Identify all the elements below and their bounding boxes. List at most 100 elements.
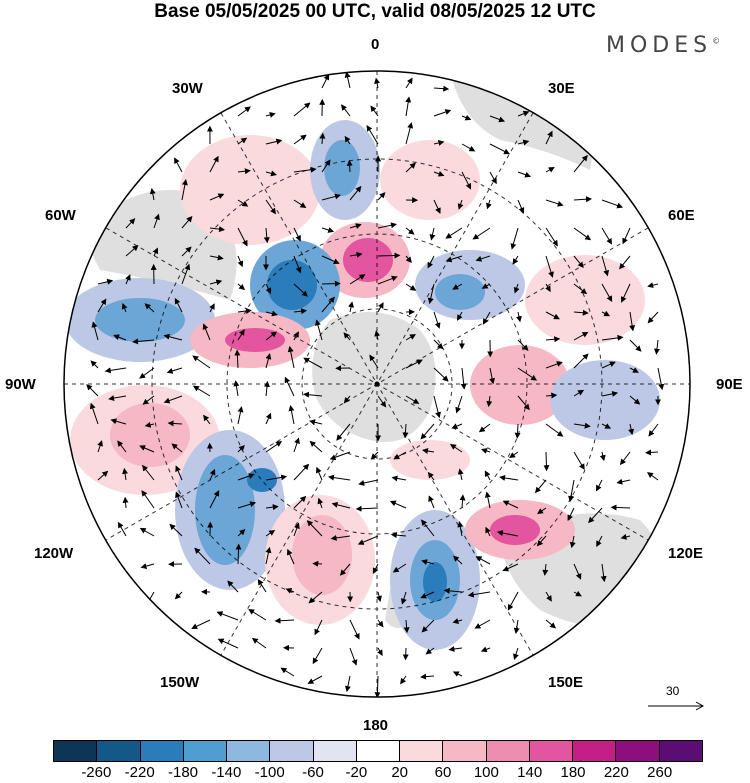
wind-arrow (405, 395, 420, 404)
lon-label-150w: 150W (160, 674, 200, 691)
wind-arrow (653, 339, 660, 355)
wind-arrow (346, 159, 353, 173)
wind-arrow (309, 440, 323, 453)
wind-arrow (405, 255, 412, 263)
wind-arrow (405, 227, 415, 235)
positive-anomaly (490, 515, 540, 545)
wind-arrow (512, 255, 519, 265)
wind-arrow (293, 227, 301, 242)
wind-arrow (391, 475, 407, 482)
wind-arrow (452, 671, 463, 677)
wind-arrow (377, 619, 384, 628)
wind-arrow (237, 501, 257, 509)
wind-arrow (192, 355, 211, 369)
wind-arrow (485, 526, 491, 537)
wind-arrow (321, 296, 335, 313)
wind-arrow (336, 423, 351, 441)
wind-arrow (321, 193, 341, 201)
modes-logo: MODES© (606, 33, 721, 58)
wind-arrow (420, 591, 435, 599)
wind-arrow (217, 638, 239, 649)
wind-arrow (265, 474, 288, 481)
colorbar-cell (97, 741, 141, 761)
wind-arrow (451, 423, 463, 429)
wind-arrow (425, 647, 435, 655)
wind-arrow (433, 199, 441, 214)
wind-arrow (265, 310, 278, 317)
wind-arrow (237, 283, 246, 291)
positive-anomaly (390, 440, 470, 480)
wind-arrow (481, 448, 491, 454)
wind-arrow (303, 357, 323, 369)
wind-arrow (601, 361, 616, 369)
wind-arrow (567, 507, 575, 521)
wind-arrow (122, 467, 129, 481)
wind-arrow (370, 105, 379, 117)
negative-anomaly (550, 360, 660, 440)
wind-arrow (321, 280, 341, 287)
wind-arrow (427, 471, 435, 481)
wind-arrow (629, 339, 642, 352)
wind-arrow (573, 283, 588, 295)
wind-arrow (328, 474, 351, 481)
colorbar-cell (313, 741, 357, 761)
wind-arrow (287, 345, 295, 369)
wind-arrow (237, 406, 244, 425)
wind-arrow (392, 563, 407, 573)
wind-arrow (89, 402, 99, 425)
wind-arrow (374, 675, 381, 697)
wind-arrow (104, 367, 127, 374)
wind-arrow (97, 298, 107, 313)
wind-arrow (573, 563, 582, 580)
wind-arrow (545, 392, 558, 399)
wind-arrow (517, 110, 530, 117)
wind-arrow (293, 283, 308, 297)
wind-arrow (237, 199, 249, 207)
wind-arrow (545, 283, 551, 293)
wind-arrow (237, 444, 245, 453)
wind-arrow (517, 367, 538, 381)
wind-arrow (265, 199, 276, 215)
wind-arrow (443, 587, 463, 594)
wind-arrow (628, 423, 635, 436)
wind-arrow (420, 423, 435, 440)
pole-marker (374, 381, 380, 387)
wind-arrow (372, 563, 379, 574)
wind-arrow (312, 560, 323, 567)
wind-arrow (405, 162, 416, 173)
wind-arrow (502, 500, 519, 509)
wind-arrow (445, 227, 463, 239)
lon-label-90w: 90W (5, 376, 36, 393)
wind-arrow (474, 619, 491, 629)
colorbar-cell (616, 741, 660, 761)
wind-arrow (330, 534, 351, 541)
wind-arrow (139, 367, 155, 379)
colorbar-cell (573, 741, 617, 761)
wind-arrow (647, 282, 659, 289)
negative-anomaly (247, 468, 277, 492)
wind-arrow (174, 591, 183, 600)
lon-label-180: 180 (363, 717, 389, 734)
wind-arrow (209, 303, 215, 313)
wind-arrow (209, 155, 219, 173)
wind-arrow (321, 255, 340, 265)
wind-arrow (139, 527, 155, 537)
wind-arrow (420, 519, 435, 537)
colorbar-tick-label: -140 (211, 764, 242, 781)
antarctica-land (312, 312, 436, 442)
wind-arrow (421, 559, 435, 565)
positive-anomaly (525, 255, 645, 345)
wind-arrow (433, 395, 441, 419)
wind-arrow (263, 380, 270, 397)
wind-arrow (181, 263, 191, 285)
wind-arrow (166, 367, 183, 374)
wind-arrow (480, 646, 491, 653)
wind-arrow (573, 255, 584, 268)
wind-arrow (152, 247, 159, 257)
wind-arrow (374, 330, 381, 341)
wind-arrow (400, 591, 407, 605)
wind-arrow (596, 535, 603, 547)
wind-arrow (175, 465, 183, 481)
colorbar-cell (529, 741, 574, 761)
